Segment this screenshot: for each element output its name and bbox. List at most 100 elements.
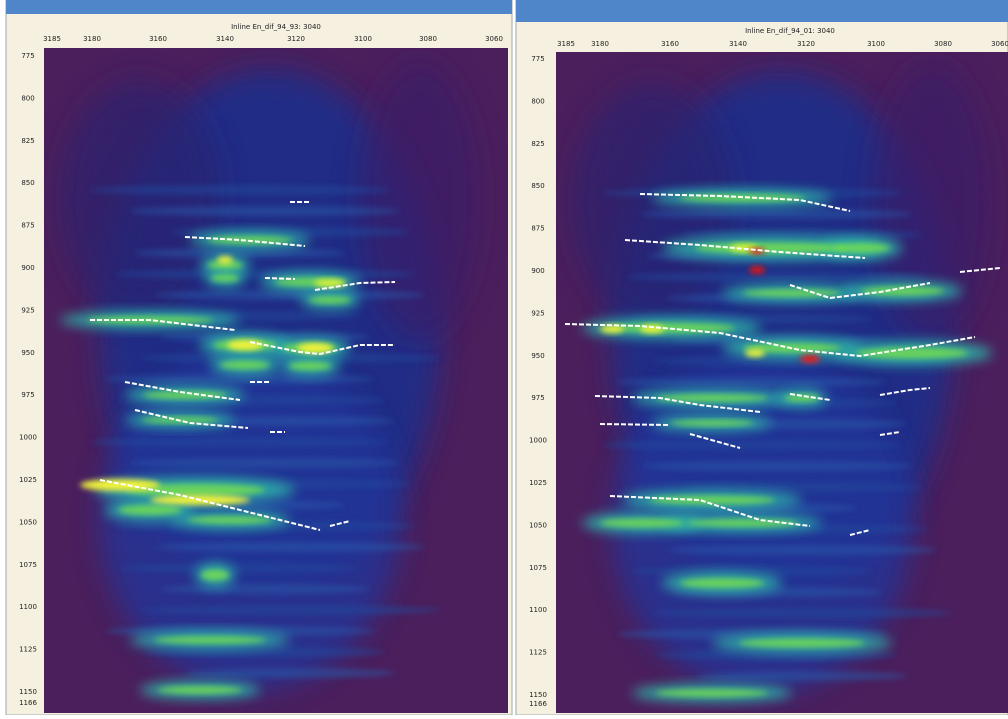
y-tick-label: 975 bbox=[531, 394, 544, 402]
amplitude bbox=[154, 636, 266, 643]
y-tick-label: 1050 bbox=[529, 521, 547, 529]
amplitude bbox=[314, 279, 346, 287]
x-tick-label: 3080 bbox=[934, 40, 952, 48]
y-tick-label: 1000 bbox=[19, 434, 37, 442]
amplitude bbox=[649, 496, 775, 504]
amplitude bbox=[600, 325, 624, 333]
x-tick-label: 3100 bbox=[867, 40, 885, 48]
amplitude bbox=[145, 647, 385, 657]
y-tick-label: 1125 bbox=[19, 646, 37, 654]
x-tick-label: 3185 bbox=[557, 40, 575, 48]
amplitude bbox=[627, 272, 927, 282]
amplitude bbox=[120, 563, 360, 573]
window-titlebar[interactable] bbox=[516, 0, 1008, 22]
amplitude bbox=[617, 377, 887, 387]
x-tick-label: 3100 bbox=[354, 35, 372, 43]
amplitude bbox=[656, 689, 768, 696]
panel-title: Inline En_dif_94_01: 3040 bbox=[745, 27, 835, 35]
y-tick-label: 950 bbox=[21, 349, 34, 357]
amplitude bbox=[90, 437, 390, 447]
y-tick-label: 1075 bbox=[19, 561, 37, 569]
y-tick-label: 1100 bbox=[529, 606, 547, 614]
amplitude bbox=[743, 289, 841, 296]
x-tick-label: 3160 bbox=[661, 40, 679, 48]
y-tick-label: 1150 bbox=[19, 688, 37, 696]
x-tick-label: 3060 bbox=[991, 40, 1008, 48]
amplitude bbox=[749, 266, 765, 274]
y-tick-label: 900 bbox=[531, 267, 544, 275]
screenshot: Inline En_dif_94_93: 3040 Inline En_dif_… bbox=[0, 0, 1008, 715]
y-tick-label: 900 bbox=[21, 264, 34, 272]
amplitude bbox=[289, 362, 331, 370]
y-tick-label: 875 bbox=[21, 222, 34, 230]
amplitude bbox=[670, 420, 754, 426]
y-tick-label: 925 bbox=[21, 306, 34, 314]
y-tick-label: 1166 bbox=[19, 699, 37, 707]
amplitude bbox=[90, 185, 390, 195]
amplitude bbox=[115, 269, 415, 279]
y-tick-label: 950 bbox=[531, 352, 544, 360]
amplitude bbox=[185, 668, 395, 678]
x-tick-label: 3160 bbox=[149, 35, 167, 43]
amplitude bbox=[221, 361, 270, 369]
horizon-pick bbox=[265, 278, 295, 279]
y-tick-label: 925 bbox=[531, 309, 544, 317]
amplitude bbox=[155, 542, 425, 552]
amplitude bbox=[600, 519, 684, 527]
amplitude bbox=[602, 440, 902, 450]
y-tick-label: 1100 bbox=[19, 603, 37, 611]
window-titlebar[interactable] bbox=[6, 0, 512, 14]
y-tick-label: 850 bbox=[21, 179, 34, 187]
amplitude bbox=[745, 349, 765, 357]
panel-title: Inline En_dif_94_93: 3040 bbox=[231, 23, 321, 31]
amplitude bbox=[227, 340, 263, 350]
x-tick-label: 3180 bbox=[591, 40, 609, 48]
amplitude bbox=[642, 461, 912, 471]
x-tick-label: 3185 bbox=[43, 35, 61, 43]
amplitude bbox=[201, 570, 229, 581]
y-tick-label: 775 bbox=[21, 52, 34, 60]
x-tick-label: 3140 bbox=[729, 40, 747, 48]
amplitude bbox=[155, 290, 425, 300]
amplitude bbox=[119, 505, 182, 515]
x-tick-label: 3120 bbox=[287, 35, 305, 43]
x-tick-label: 3080 bbox=[419, 35, 437, 43]
y-tick-label: 775 bbox=[531, 55, 544, 63]
y-tick-label: 875 bbox=[531, 225, 544, 233]
amplitude bbox=[60, 80, 220, 320]
amplitude bbox=[135, 248, 345, 258]
amplitude bbox=[652, 608, 952, 618]
y-tick-label: 825 bbox=[21, 137, 34, 145]
amplitude bbox=[697, 671, 907, 681]
y-tick-label: 1075 bbox=[529, 564, 547, 572]
x-tick-label: 3120 bbox=[797, 40, 815, 48]
y-tick-label: 1150 bbox=[529, 691, 547, 699]
y-tick-label: 825 bbox=[531, 140, 544, 148]
y-tick-label: 850 bbox=[531, 182, 544, 190]
y-tick-label: 1050 bbox=[19, 518, 37, 526]
amplitude bbox=[158, 686, 242, 693]
amplitude bbox=[642, 209, 912, 219]
amplitude bbox=[188, 516, 272, 523]
y-tick-label: 800 bbox=[531, 97, 544, 105]
y-tick-label: 800 bbox=[21, 94, 34, 102]
amplitude bbox=[105, 374, 375, 384]
amplitude bbox=[834, 243, 890, 253]
y-tick-label: 1025 bbox=[19, 476, 37, 484]
y-tick-label: 1125 bbox=[529, 649, 547, 657]
x-tick-label: 3140 bbox=[216, 35, 234, 43]
x-tick-label: 3180 bbox=[83, 35, 101, 43]
amplitude bbox=[667, 545, 937, 555]
y-tick-label: 1166 bbox=[529, 700, 547, 708]
amplitude bbox=[309, 296, 351, 303]
y-tick-label: 975 bbox=[21, 391, 34, 399]
amplitude bbox=[211, 274, 239, 281]
amplitude bbox=[217, 256, 233, 264]
amplitude bbox=[739, 639, 865, 647]
amplitude bbox=[680, 578, 764, 588]
amplitude bbox=[80, 479, 160, 491]
y-tick-label: 1025 bbox=[529, 479, 547, 487]
amplitude bbox=[800, 355, 820, 363]
amplitude bbox=[140, 605, 440, 615]
amplitude bbox=[686, 519, 798, 526]
